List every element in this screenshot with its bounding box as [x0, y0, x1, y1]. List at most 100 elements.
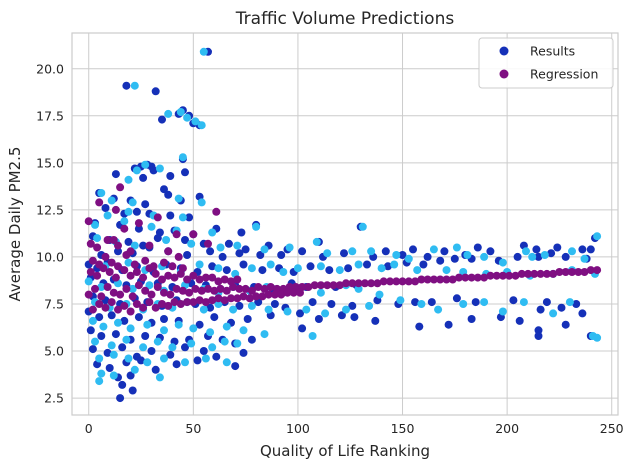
data-point: [348, 279, 357, 288]
x-tick-labels: 0 50 100 150 200 250: [85, 421, 624, 436]
data-point: [160, 354, 168, 363]
data-point: [166, 350, 175, 359]
data-point: [197, 121, 206, 130]
y-tick-label: 10.0: [36, 249, 64, 264]
data-point: [122, 335, 131, 344]
data-point: [409, 245, 417, 254]
data-point: [350, 313, 359, 322]
data-point: [216, 243, 225, 252]
data-point: [450, 254, 459, 263]
data-point: [174, 194, 183, 203]
data-point: [116, 394, 125, 403]
data-point: [390, 260, 399, 269]
data-point: [306, 262, 315, 271]
data-point: [256, 251, 265, 259]
data-point: [208, 273, 217, 282]
data-point: [316, 288, 325, 297]
data-point: [404, 277, 413, 286]
data-point: [183, 298, 192, 307]
data-point: [97, 292, 106, 301]
data-point: [128, 284, 137, 293]
data-point: [153, 234, 162, 243]
data-point: [398, 251, 407, 259]
data-point: [360, 279, 369, 288]
data-point: [342, 279, 350, 288]
data-point: [536, 305, 545, 314]
data-point: [254, 283, 263, 291]
data-point: [86, 326, 95, 335]
data-point: [260, 330, 269, 339]
data-point: [440, 247, 449, 256]
x-axis-label: Quality of Life Ranking: [260, 442, 430, 460]
data-point: [181, 358, 189, 367]
data-point: [151, 87, 160, 96]
data-point: [120, 217, 129, 226]
data-point: [187, 339, 196, 348]
data-point: [111, 205, 120, 214]
data-point: [109, 371, 118, 380]
data-point: [93, 243, 102, 252]
data-point: [572, 300, 581, 308]
data-point: [120, 266, 129, 275]
data-point: [95, 198, 104, 207]
data-point: [199, 305, 208, 314]
data-point: [120, 301, 129, 310]
data-point: [222, 358, 231, 367]
data-point: [498, 258, 507, 267]
data-point: [473, 243, 482, 252]
data-point: [162, 236, 171, 244]
data-point: [126, 324, 135, 333]
data-point: [277, 251, 286, 259]
data-point: [417, 300, 426, 308]
data-point: [91, 284, 99, 293]
data-point: [201, 298, 210, 307]
data-point: [124, 237, 133, 246]
data-point: [455, 273, 463, 282]
data-point: [498, 271, 507, 280]
x-tick-label: 50: [185, 421, 201, 436]
data-point: [580, 254, 589, 263]
data-point: [549, 309, 558, 318]
data-point: [183, 113, 192, 122]
data-point: [128, 292, 137, 301]
data-point: [247, 264, 256, 273]
data-point: [151, 365, 160, 374]
data-point: [534, 326, 543, 335]
data-point: [302, 305, 311, 314]
data-point: [235, 301, 244, 310]
data-point: [316, 281, 325, 290]
data-point: [530, 269, 539, 278]
data-point: [348, 301, 357, 310]
data-point: [137, 356, 145, 365]
data-point: [199, 47, 208, 56]
data-point: [561, 252, 570, 261]
data-point: [354, 284, 363, 293]
data-point: [423, 252, 432, 261]
data-point: [239, 326, 248, 335]
data-point: [141, 286, 150, 295]
data-point: [247, 335, 256, 344]
data-point: [239, 292, 248, 301]
data-point: [141, 332, 150, 340]
data-point: [126, 271, 135, 280]
data-point: [524, 269, 532, 278]
data-point: [101, 252, 110, 261]
data-point: [461, 273, 470, 282]
data-point: [114, 241, 122, 250]
data-point: [91, 220, 99, 229]
data-point: [367, 279, 376, 288]
data-point: [419, 260, 428, 269]
data-point: [201, 354, 210, 363]
data-point: [536, 269, 545, 278]
data-point: [84, 290, 93, 299]
data-point: [283, 307, 292, 316]
data-point: [555, 268, 564, 276]
data-point: [237, 228, 246, 237]
data-point: [233, 294, 242, 303]
data-point: [377, 264, 386, 273]
data-point: [214, 277, 223, 286]
data-point: [155, 164, 164, 173]
data-point: [147, 347, 156, 355]
y-tick-label: 7.5: [44, 296, 64, 311]
data-point: [304, 283, 313, 291]
